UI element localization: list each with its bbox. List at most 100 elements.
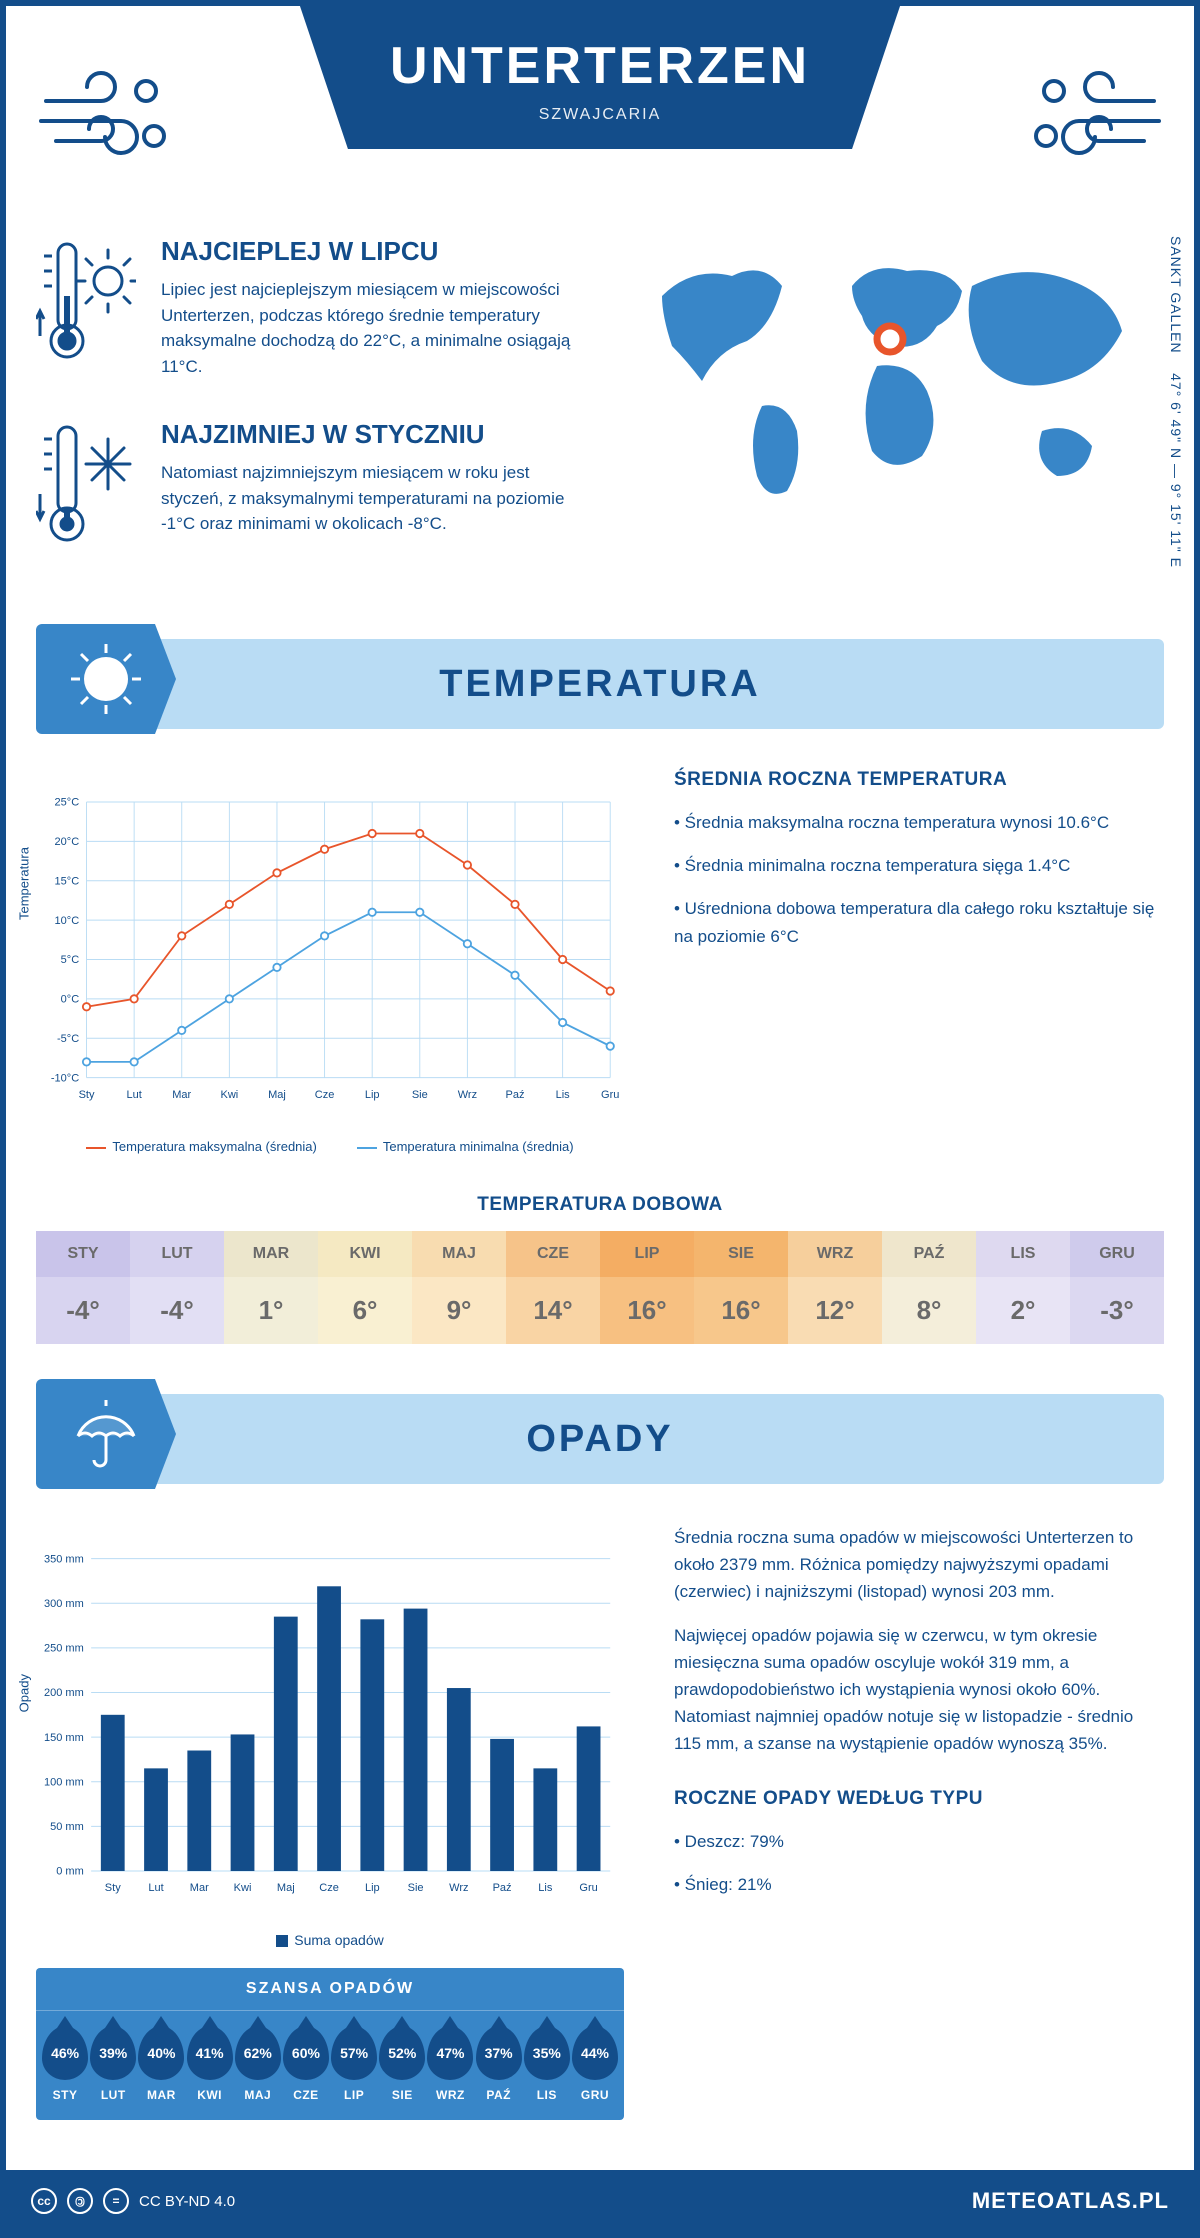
wind-icon-right [1024,61,1164,171]
svg-text:Gru: Gru [601,1089,619,1101]
chance-drop: 60%CZE [282,2026,330,2102]
svg-text:Paź: Paź [493,1882,512,1894]
chance-drop: 37%PAŹ [475,2026,523,2102]
coords-region: SANKT GALLEN [1168,236,1184,354]
temperature-title: TEMPERATURA [439,663,761,706]
daily-cell: KWI6° [318,1231,412,1344]
svg-text:-5°C: -5°C [57,1033,79,1045]
legend-min: Temperatura minimalna (średnia) [357,1139,574,1154]
location-title: UNTERTERZEN [390,36,810,96]
sun-icon [36,624,176,734]
daily-cell: MAR1° [224,1231,318,1344]
svg-text:Lut: Lut [126,1089,141,1101]
chance-drop: 47%WRZ [426,2026,474,2102]
legend-max: Temperatura maksymalna (średnia) [86,1139,316,1154]
chance-drops-row: 46%STY39%LUT40%MAR41%KWI62%MAJ60%CZE57%L… [36,2011,624,2102]
temp-bullet: • Średnia maksymalna roczna temperatura … [674,809,1164,836]
svg-text:0 mm: 0 mm [56,1866,84,1878]
svg-text:Maj: Maj [277,1882,295,1894]
daily-cell: LUT-4° [130,1231,224,1344]
svg-text:Lut: Lut [148,1882,163,1894]
svg-text:Paź: Paź [506,1089,525,1101]
svg-text:Mar: Mar [172,1089,191,1101]
svg-text:10°C: 10°C [55,915,80,927]
precip-text-1: Średnia roczna suma opadów w miejscowośc… [674,1524,1164,1606]
svg-text:Wrz: Wrz [458,1089,477,1101]
cc-icon: cc [31,2188,57,2214]
wind-icon-left [36,61,176,171]
hero-banner: UNTERTERZEN SZWAJCARIA [300,6,900,149]
temp-legend: Temperatura maksymalna (średnia) Tempera… [36,1139,624,1154]
temperature-content: Temperatura -10°C-5°C0°C5°C10°C15°C20°C2… [36,769,1164,1154]
coords-value: 47° 6' 49" N — 9° 15' 11" E [1168,373,1184,568]
svg-text:Lip: Lip [365,1089,380,1101]
daily-cell: LIP16° [600,1231,694,1344]
intro-section: NAJCIEPLEJ W LIPCU Lipiec jest najcieple… [36,236,1164,589]
svg-text:Mar: Mar [190,1882,209,1894]
license-text: CC BY-ND 4.0 [139,2193,235,2210]
svg-text:150 mm: 150 mm [44,1732,84,1744]
temp-meta-bullets: • Średnia maksymalna roczna temperatura … [674,809,1164,950]
hero: UNTERTERZEN SZWAJCARIA [36,6,1164,226]
svg-text:5°C: 5°C [61,954,80,966]
chance-title: SZANSA OPADÓW [36,1968,624,2011]
world-map [620,236,1164,516]
svg-text:Sie: Sie [412,1089,428,1101]
svg-text:15°C: 15°C [55,875,80,887]
svg-text:Wrz: Wrz [449,1882,468,1894]
precipitation-section-header: OPADY [36,1394,1164,1484]
svg-text:Sty: Sty [79,1089,95,1101]
daily-temp-title: TEMPERATURA DOBOWA [36,1194,1164,1216]
chance-drop: 62%MAJ [234,2026,282,2102]
footer-site: METEOATLAS.PL [972,2188,1169,2214]
daily-temp-table: STY-4°LUT-4°MAR1°KWI6°MAJ9°CZE14°LIP16°S… [36,1231,1164,1344]
daily-cell: STY-4° [36,1231,130,1344]
page-frame: UNTERTERZEN SZWAJCARIA NAJCIEPLEJ W LIPC… [0,0,1200,2238]
temperature-section-header: TEMPERATURA [36,639,1164,729]
precipitation-bar-chart: Opady 0 mm50 mm100 mm150 mm200 mm250 mm3… [36,1524,624,1924]
thermometer-hot-icon [36,236,136,379]
svg-text:100 mm: 100 mm [44,1776,84,1788]
precip-text-2: Najwięcej opadów pojawia się w czerwcu, … [674,1622,1164,1758]
svg-text:50 mm: 50 mm [50,1821,84,1833]
coldest-block: NAJZIMNIEJ W STYCZNIU Natomiast najzimni… [36,419,580,549]
svg-text:25°C: 25°C [55,797,80,809]
chance-drop: 40%MAR [137,2026,185,2102]
thermometer-cold-icon [36,419,136,549]
daily-cell: LIS2° [976,1231,1070,1344]
warmest-text: Lipiec jest najcieplejszym miesiącem w m… [161,277,580,379]
chance-drop: 41%KWI [186,2026,234,2102]
svg-text:300 mm: 300 mm [44,1598,84,1610]
svg-text:350 mm: 350 mm [44,1553,84,1565]
temp-bullet: • Średnia minimalna roczna temperatura s… [674,852,1164,879]
precip-ylabel: Opady [17,1674,32,1712]
temp-meta-heading: ŚREDNIA ROCZNA TEMPERATURA [674,769,1164,791]
coldest-text: Natomiast najzimniejszym miesiącem w rok… [161,460,580,537]
temp-ylabel: Temperatura [17,847,32,920]
svg-text:0°C: 0°C [61,994,80,1006]
svg-text:Kwi: Kwi [220,1089,238,1101]
chance-drop: 52%SIE [378,2026,426,2102]
daily-cell: PAŹ8° [882,1231,976,1344]
coordinates: SANKT GALLEN 47° 6' 49" N — 9° 15' 11" E [1168,236,1184,568]
svg-text:Lis: Lis [538,1882,553,1894]
chance-drop: 44%GRU [571,2026,619,2102]
coldest-heading: NAJZIMNIEJ W STYCZNIU [161,419,580,450]
svg-text:Maj: Maj [268,1089,286,1101]
warmest-heading: NAJCIEPLEJ W LIPCU [161,236,580,267]
precipitation-chance-panel: SZANSA OPADÓW 46%STY39%LUT40%MAR41%KWI62… [36,1968,624,2120]
map-column: SANKT GALLEN 47° 6' 49" N — 9° 15' 11" E [620,236,1164,589]
footer-license: cc 🄯 = CC BY-ND 4.0 [31,2188,235,2214]
footer: cc 🄯 = CC BY-ND 4.0 METEOATLAS.PL [6,2170,1194,2232]
svg-text:Sty: Sty [105,1882,121,1894]
svg-text:Gru: Gru [579,1882,597,1894]
precip-bytype-list: • Deszcz: 79% • Śnieg: 21% [674,1828,1164,1898]
svg-text:200 mm: 200 mm [44,1687,84,1699]
bytype-item: • Śnieg: 21% [674,1871,1164,1898]
warmest-block: NAJCIEPLEJ W LIPCU Lipiec jest najcieple… [36,236,580,379]
daily-cell: WRZ12° [788,1231,882,1344]
precipitation-title: OPADY [526,1418,673,1461]
bytype-item: • Deszcz: 79% [674,1828,1164,1855]
svg-text:Cze: Cze [319,1882,339,1894]
umbrella-icon [36,1379,176,1489]
